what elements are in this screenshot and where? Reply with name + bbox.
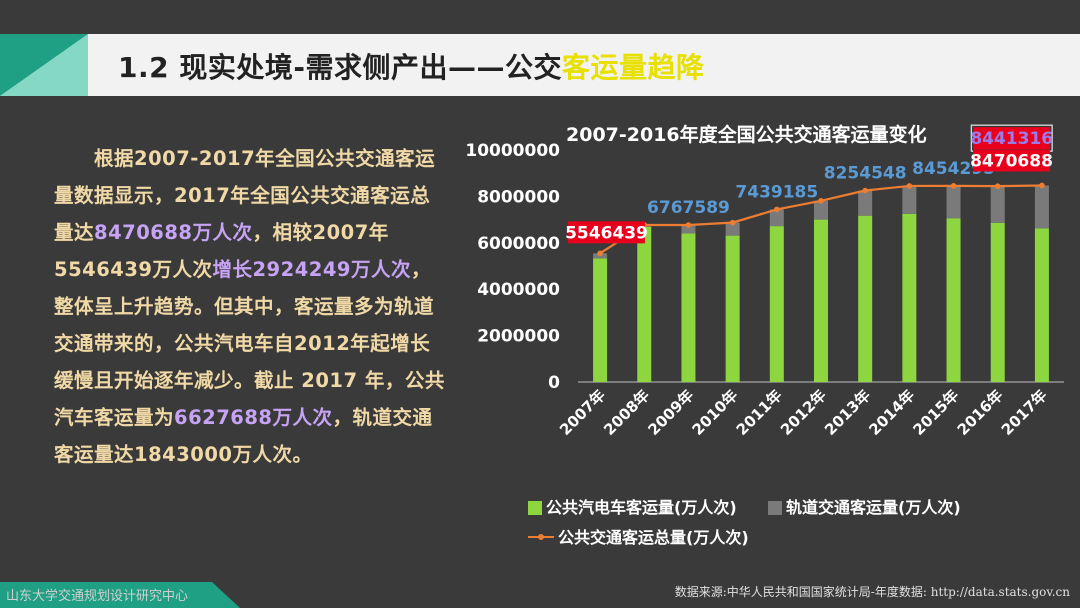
total-point xyxy=(862,187,868,194)
x-tick-label: 2012年 xyxy=(777,386,830,439)
rail-bar xyxy=(681,224,696,234)
chart: 0 2000000 4000000 6000000 8000000 10000000 200… xyxy=(465,124,1064,439)
rail-bar xyxy=(902,185,917,214)
data-label: 8470688 xyxy=(970,151,1053,171)
slide-title-main: 1.2 现实处境-需求侧产出——公交 xyxy=(118,51,562,84)
x-tick-label: 2009年 xyxy=(644,386,697,439)
total-point xyxy=(994,183,1001,189)
data-label: 8254548 xyxy=(824,163,907,183)
rail-bar xyxy=(1034,185,1049,229)
bus-bar xyxy=(814,219,828,382)
paragraph-text: 根据2007-2017年全国公共交通客运量数据显示，2017年全国公共交通客运总… xyxy=(54,147,436,244)
paragraph-text: ，整体呈上升趋势。但其中，客运量多为轨道交通带来的，公共汽电车自2012年起增长… xyxy=(54,258,445,429)
x-tick-label: 2014年 xyxy=(865,386,918,439)
x-tick-label: 2017年 xyxy=(998,386,1051,439)
rail-bar xyxy=(725,222,740,236)
total-point xyxy=(729,219,736,226)
bus-bar xyxy=(637,226,652,382)
footer-left-band xyxy=(0,582,240,608)
paragraph-highlight: 8470688万人次 xyxy=(94,221,253,244)
legend-bus-swatch xyxy=(528,501,542,515)
bus-bar xyxy=(1034,228,1049,382)
data-label-box xyxy=(973,149,1050,172)
data-label: 8441316 xyxy=(970,129,1053,149)
body-paragraph: 根据2007-2017年全国公共交通客运量数据显示，2017年全国公共交通客运总… xyxy=(54,140,450,473)
x-tick-label: 2016年 xyxy=(954,386,1007,439)
rail-bar xyxy=(946,185,961,219)
total-point xyxy=(906,183,913,189)
paragraph-text: ，轨道交通客运量达1843000万人次。 xyxy=(54,406,433,466)
bus-bar xyxy=(902,213,917,382)
legend-bus: 公共汽电车客运量(万人次) xyxy=(528,494,737,518)
bus-bar xyxy=(946,218,961,382)
y-tick-label: 6000000 xyxy=(477,234,560,254)
total-point xyxy=(1039,182,1045,189)
data-label: 6767589 xyxy=(647,198,730,218)
x-tick-label: 2011年 xyxy=(733,386,786,439)
bus-bar xyxy=(990,222,1005,382)
total-point xyxy=(597,250,603,257)
total-point xyxy=(774,206,780,213)
total-point xyxy=(950,183,957,189)
x-tick-label: 2008年 xyxy=(600,386,653,439)
footer-source: 数据来源:中华人民共和国国家统计局-年度数据: http://data.stat… xyxy=(674,585,1070,599)
slide-title: 1.2 现实处境-需求侧产出——公交客运量趋降 xyxy=(118,46,705,86)
bus-bar xyxy=(681,233,696,382)
footer-org: 山东大学交通规划设计研究中心 xyxy=(6,589,189,604)
rail-bar xyxy=(858,190,873,216)
bus-bar xyxy=(858,215,873,382)
chart-title: 2007-2016年度全国公共交通客运量变化 xyxy=(566,124,927,146)
x-tick-label: 2010年 xyxy=(689,386,742,439)
legend-rail-swatch xyxy=(768,501,782,515)
legend-total: 公共交通客运总量(万人次) xyxy=(528,524,749,548)
data-label-box xyxy=(973,127,1051,150)
total-point xyxy=(685,222,692,228)
paragraph-highlight: 6627688万人次 xyxy=(174,406,333,429)
x-tick-label: 2015年 xyxy=(910,386,963,439)
data-label-box xyxy=(568,221,645,244)
y-tick-label: 8000000 xyxy=(477,187,560,207)
legend-bus-label: 公共汽电车客运量(万人次) xyxy=(546,498,737,517)
legend-total-swatch xyxy=(528,534,554,540)
legend-rail: 轨道交通客运量(万人次) xyxy=(768,494,961,518)
rail-bar xyxy=(769,209,784,227)
title-bar xyxy=(0,34,1080,96)
x-tick-label: 2007年 xyxy=(556,386,609,439)
data-label: 5546439 xyxy=(565,223,648,243)
legend-total-label: 公共交通客运总量(万人次) xyxy=(558,528,749,547)
rail-bar xyxy=(990,186,1005,223)
bus-bar xyxy=(593,258,608,382)
bus-bar xyxy=(769,226,784,382)
rail-bar xyxy=(814,200,828,220)
y-tick-label: 10000000 xyxy=(465,141,560,161)
y-tick-label: 0 xyxy=(548,373,560,393)
bus-bar xyxy=(725,235,740,382)
y-tick-label: 2000000 xyxy=(477,327,560,347)
slide-title-highlight: 客运量趋降 xyxy=(561,51,705,84)
y-tick-label: 4000000 xyxy=(477,280,560,300)
legend-rail-label: 轨道交通客运量(万人次) xyxy=(786,498,961,517)
total-point xyxy=(818,198,824,204)
paragraph-highlight: 增长2924249万人次 xyxy=(212,258,411,281)
x-tick-label: 2013年 xyxy=(821,386,874,439)
data-label: 7439185 xyxy=(735,182,818,202)
paragraph-text: ，相较2007年5546439万人次 xyxy=(54,221,389,281)
title-accent-shape xyxy=(0,34,88,96)
